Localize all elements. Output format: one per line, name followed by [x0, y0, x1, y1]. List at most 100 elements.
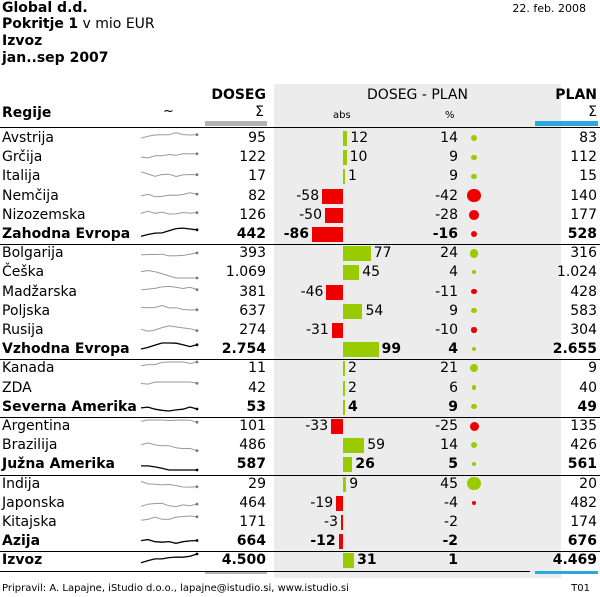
variance-abs-label: 26 [355, 456, 375, 473]
measure-title: Izvoz [2, 33, 43, 49]
actual-value: 637 [239, 302, 266, 319]
variance-abs-label: -86 [283, 226, 310, 242]
variance-pct-label: 14 [440, 437, 458, 454]
variance-abs-bar [343, 265, 360, 281]
column-header-pct: % [445, 110, 455, 121]
plan-value: 140 [570, 187, 597, 204]
region-name: Bolgarija [2, 245, 64, 262]
variance-pct-label: -10 [435, 322, 458, 338]
plan-header-underline [535, 121, 598, 126]
cover-label: Pokritje [2, 16, 64, 32]
column-header-sparkline: ~ [163, 104, 174, 119]
variance-abs-label: -33 [305, 418, 329, 434]
variance-pct-label: 45 [440, 475, 458, 492]
variance-abs-label: -58 [296, 187, 320, 204]
actual-value: 381 [239, 283, 266, 300]
variance-abs-label: 59 [367, 437, 386, 454]
variance-pct-indicator [471, 462, 477, 467]
plan-value: 49 [577, 398, 597, 415]
cover-line: Pokritje 1 v mio EUR [2, 16, 155, 32]
variance-abs-label: 31 [357, 552, 377, 569]
row-separator [0, 551, 600, 553]
sparkline [140, 251, 199, 257]
region-name: Indija [2, 475, 41, 492]
variance-abs-label: 2 [348, 360, 357, 377]
sparkline [140, 210, 199, 215]
variance-abs-bar [341, 515, 343, 530]
variance-abs-bar [343, 246, 371, 262]
plan-value: 83 [579, 130, 597, 146]
variance-abs-bar [343, 553, 355, 569]
sparkline [141, 465, 199, 472]
region-name: Izvoz [2, 552, 43, 569]
actual-value: 122 [239, 149, 266, 166]
variance-abs-label: 4 [348, 398, 358, 415]
sparkline [140, 502, 199, 507]
region-name: Italija [2, 168, 41, 185]
plan-value: 304 [570, 322, 597, 338]
plan-value: 528 [567, 226, 597, 242]
actual-value: 29 [248, 475, 266, 492]
plan-value: 676 [567, 533, 597, 550]
region-name: Vzhodna Evropa [2, 341, 130, 358]
variance-abs-label: 10 [349, 149, 368, 166]
variance-pct-indicator [469, 421, 479, 431]
variance-pct-indicator [471, 404, 477, 410]
variance-pct-indicator [471, 173, 477, 179]
variance-pct-label: -2 [444, 514, 458, 530]
region-name: Grčija [2, 149, 43, 166]
variance-abs-bar [343, 457, 353, 473]
sparkline [140, 191, 199, 197]
region-name: ZDA [2, 379, 32, 396]
sparkline [140, 515, 199, 521]
actual-value: 393 [239, 245, 266, 262]
variance-pct-label: -25 [435, 418, 458, 434]
variance-pct-indicator [472, 347, 476, 352]
actual-value: 17 [248, 168, 266, 185]
variance-pct-label: 14 [440, 130, 458, 146]
sparkline [140, 360, 199, 367]
region-name: Azija [2, 533, 41, 550]
actual-value: 486 [239, 437, 266, 454]
region-name: Nizozemska [2, 206, 86, 223]
variance-pct-indicator [469, 364, 478, 373]
plan-total-underline [535, 571, 598, 574]
variance-pct-label: 4 [449, 264, 458, 281]
sparkline [140, 342, 199, 350]
region-name: Češka [2, 264, 45, 281]
variance-abs-label: -12 [310, 533, 336, 550]
column-header-abs: abs [333, 110, 351, 121]
variance-pct-label: 4 [448, 341, 458, 358]
variance-abs-bar [331, 323, 343, 338]
variance-abs-bar [343, 380, 345, 396]
variance-abs-bar [343, 150, 347, 166]
sparkline [140, 406, 199, 412]
region-name: Južna Amerika [2, 456, 115, 473]
variance-pct-label: -28 [435, 206, 458, 223]
variance-pct-indicator [471, 288, 477, 295]
sparkline [140, 325, 199, 332]
footer-code: T01 [571, 583, 590, 594]
variance-abs-bar [336, 495, 343, 511]
variance-pct-label: -42 [435, 187, 458, 204]
actual-value: 1.069 [225, 264, 266, 281]
region-name: Rusija [2, 322, 44, 338]
column-header-plan: PLAN [555, 87, 597, 103]
sparkline [140, 227, 199, 237]
variance-abs-bar [326, 284, 343, 300]
actual-value: 2.754 [221, 341, 266, 358]
variance-abs-label: -3 [324, 514, 338, 530]
variance-pct-indicator [467, 189, 481, 203]
variance-pct-label: 5 [448, 456, 458, 473]
plan-value: 15 [579, 168, 597, 185]
plan-value: 482 [570, 494, 597, 511]
variance-abs-label: -46 [300, 283, 324, 300]
actual-value: 664 [236, 533, 266, 550]
actual-value: 101 [239, 418, 266, 434]
actual-header-underline [205, 121, 267, 126]
variance-pct-indicator [472, 270, 476, 275]
plan-value: 583 [570, 302, 597, 319]
region-name: Nemčija [2, 187, 59, 204]
actual-value: 11 [248, 360, 266, 377]
variance-abs-label: -19 [310, 494, 334, 511]
